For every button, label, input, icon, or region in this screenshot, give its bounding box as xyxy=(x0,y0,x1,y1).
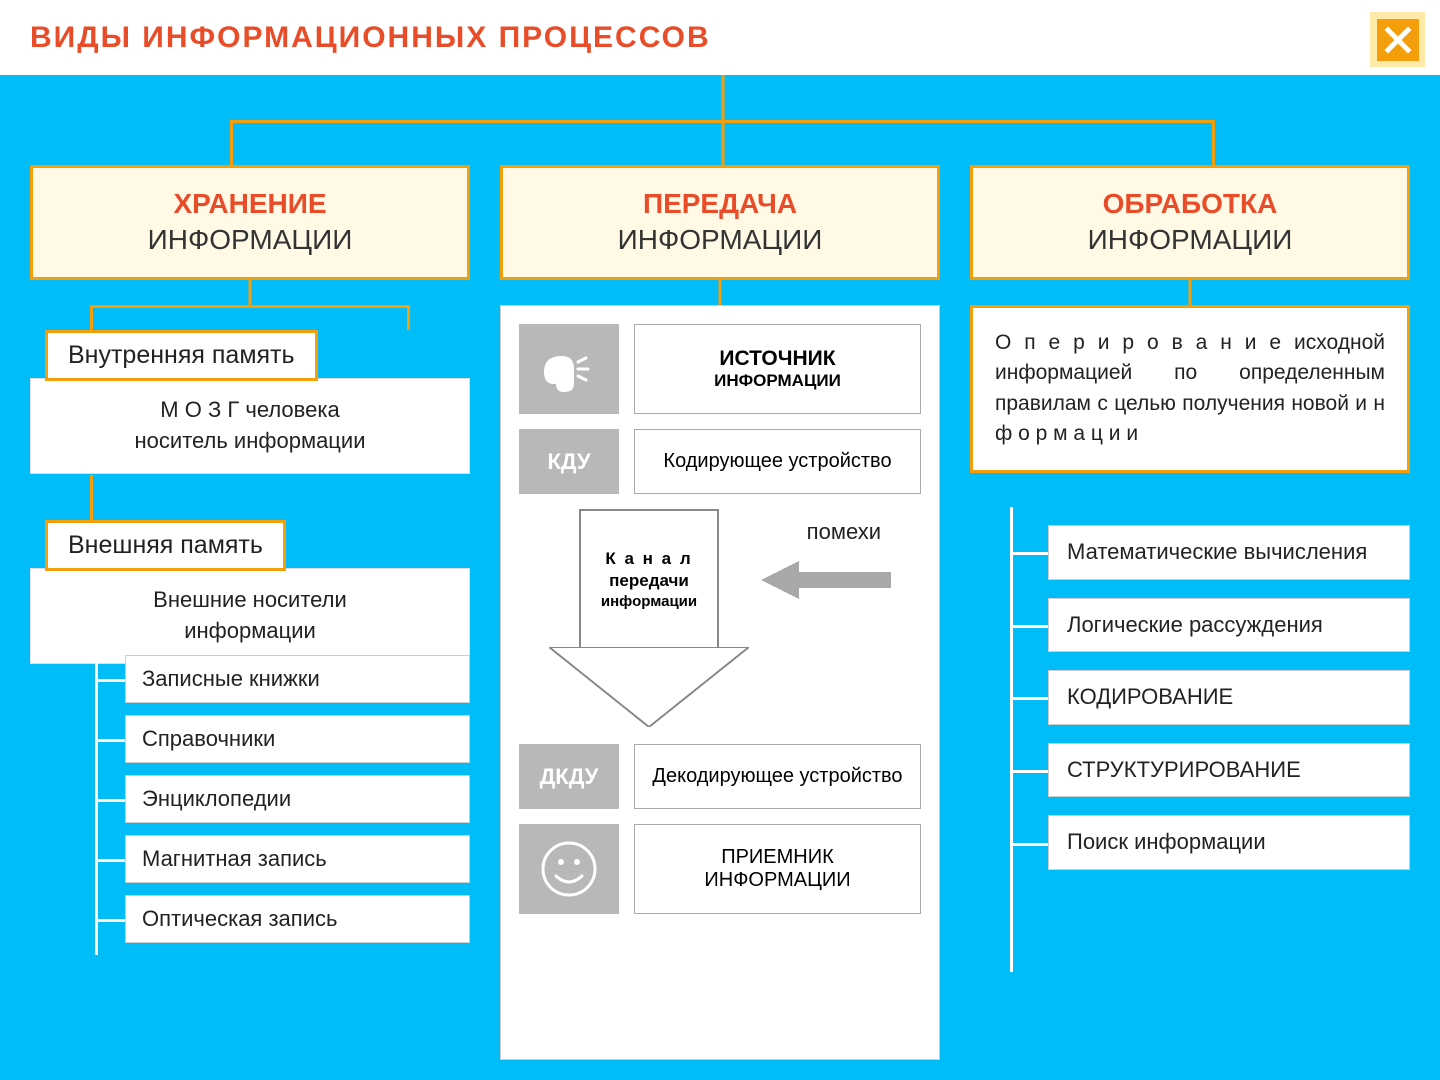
storage-item: Магнитная запись xyxy=(125,835,470,883)
channel-arrow-icon: К а н а л передачи информации xyxy=(549,509,749,729)
category-transmission: ПЕРЕДАЧА ИНФОРМАЦИИ xyxy=(500,165,940,280)
channel-l3: информации xyxy=(601,592,697,612)
receiver-row: ПРИЕМНИК ИНФОРМАЦИИ xyxy=(519,824,921,914)
speaker-icon xyxy=(519,324,619,414)
transmission-connector xyxy=(719,280,722,308)
internal-memory-block: Внутренняя память М О З Г человека носит… xyxy=(30,330,470,474)
internal-memory-desc-l1: М О З Г человека xyxy=(51,395,449,426)
processing-item: СТРУКТУРИРОВАНИЕ xyxy=(1048,743,1410,798)
close-button[interactable] xyxy=(1370,12,1425,67)
column-processing: ОБРАБОТКА ИНФОРМАЦИИ О п е р и р о в а н… xyxy=(970,165,1410,1060)
receiver-label: ПРИЕМНИК ИНФОРМАЦИИ xyxy=(634,824,921,914)
column-storage: ХРАНЕНИЕ ИНФОРМАЦИИ Внутренняя память М … xyxy=(30,165,470,1060)
channel-l1: К а н а л xyxy=(605,548,692,570)
source-row: ИСТОЧНИК ИНФОРМАЦИИ xyxy=(519,324,921,414)
encoder-label: Кодирующее устройство xyxy=(634,429,921,494)
category-processing-title: ОБРАБОТКА xyxy=(983,186,1397,222)
interference-arrow-icon xyxy=(761,564,891,594)
processing-description: О п е р и р о в а н и е исходной информа… xyxy=(970,305,1410,473)
encoder-row: КДУ Кодирующее устройство xyxy=(519,429,921,494)
category-storage: ХРАНЕНИЕ ИНФОРМАЦИИ xyxy=(30,165,470,280)
external-memory-label: Внешняя память xyxy=(45,520,286,571)
processing-item: Математические вычисления xyxy=(1048,525,1410,580)
processing-connector xyxy=(1189,280,1192,308)
external-memory-desc-l2: информации xyxy=(51,616,449,647)
category-storage-subtitle: ИНФОРМАЦИИ xyxy=(43,222,457,258)
encoder-abbr: КДУ xyxy=(547,449,590,475)
category-transmission-subtitle: ИНФОРМАЦИИ xyxy=(513,222,927,258)
storage-item: Оптическая запись xyxy=(125,895,470,943)
interference-label: помехи xyxy=(807,519,881,545)
decoder-abbr-box: ДКДУ xyxy=(519,744,619,809)
storage-item: Энциклопедии xyxy=(125,775,470,823)
close-icon xyxy=(1377,19,1419,61)
smiley-icon xyxy=(519,824,619,914)
processing-item: КОДИРОВАНИЕ xyxy=(1048,670,1410,725)
source-l2: ИНФОРМАЦИИ xyxy=(714,371,841,391)
external-memory-desc-l1: Внешние носители xyxy=(51,585,449,616)
column-transmission: ПЕРЕДАЧА ИНФОРМАЦИИ ИСТОЧНИК ИНФОРМАЦИИ xyxy=(500,165,940,1060)
category-processing-subtitle: ИНФОРМАЦИИ xyxy=(983,222,1397,258)
internal-memory-desc: М О З Г человека носитель информации xyxy=(30,378,470,474)
internal-memory-label: Внутренняя память xyxy=(45,330,318,381)
top-connector xyxy=(230,75,1215,165)
encoder-abbr-box: КДУ xyxy=(519,429,619,494)
source-l1: ИСТОЧНИК xyxy=(719,347,835,371)
processing-tree: Математические вычисления Логические рас… xyxy=(1000,525,1410,888)
storage-item: Справочники xyxy=(125,715,470,763)
transmission-panel: ИСТОЧНИК ИНФОРМАЦИИ КДУ Кодирующее устро… xyxy=(500,305,940,1060)
channel-section: помехи К а н а л передачи информации xyxy=(519,509,921,729)
page-title: ВИДЫ ИНФОРМАЦИОННЫХ ПРОЦЕССОВ xyxy=(20,21,711,55)
source-label: ИСТОЧНИК ИНФОРМАЦИИ xyxy=(634,324,921,414)
receiver-l1: ПРИЕМНИК xyxy=(721,846,834,869)
decoder-label: Декодирующее устройство xyxy=(634,744,921,809)
columns: ХРАНЕНИЕ ИНФОРМАЦИИ Внутренняя память М … xyxy=(30,165,1410,1060)
decoder-abbr: ДКДУ xyxy=(540,764,599,790)
diagram-area: ХРАНЕНИЕ ИНФОРМАЦИИ Внутренняя память М … xyxy=(0,75,1440,1080)
processing-item: Поиск информации xyxy=(1048,815,1410,870)
storage-item: Записные книжки xyxy=(125,655,470,703)
channel-l2: передачи xyxy=(609,570,689,592)
decoder-row: ДКДУ Декодирующее устройство xyxy=(519,744,921,809)
external-memory-block: Внешняя память Внешние носители информац… xyxy=(30,520,470,664)
external-storage-tree: Записные книжки Справочники Энциклопедии… xyxy=(85,655,470,955)
category-storage-title: ХРАНЕНИЕ xyxy=(43,186,457,222)
processing-item: Логические рассуждения xyxy=(1048,598,1410,653)
internal-memory-desc-l2: носитель информации xyxy=(51,426,449,457)
category-transmission-title: ПЕРЕДАЧА xyxy=(513,186,927,222)
header: ВИДЫ ИНФОРМАЦИОННЫХ ПРОЦЕССОВ xyxy=(0,0,1440,75)
storage-connector xyxy=(90,280,410,330)
category-processing: ОБРАБОТКА ИНФОРМАЦИИ xyxy=(970,165,1410,280)
receiver-l2: ИНФОРМАЦИИ xyxy=(704,869,850,892)
